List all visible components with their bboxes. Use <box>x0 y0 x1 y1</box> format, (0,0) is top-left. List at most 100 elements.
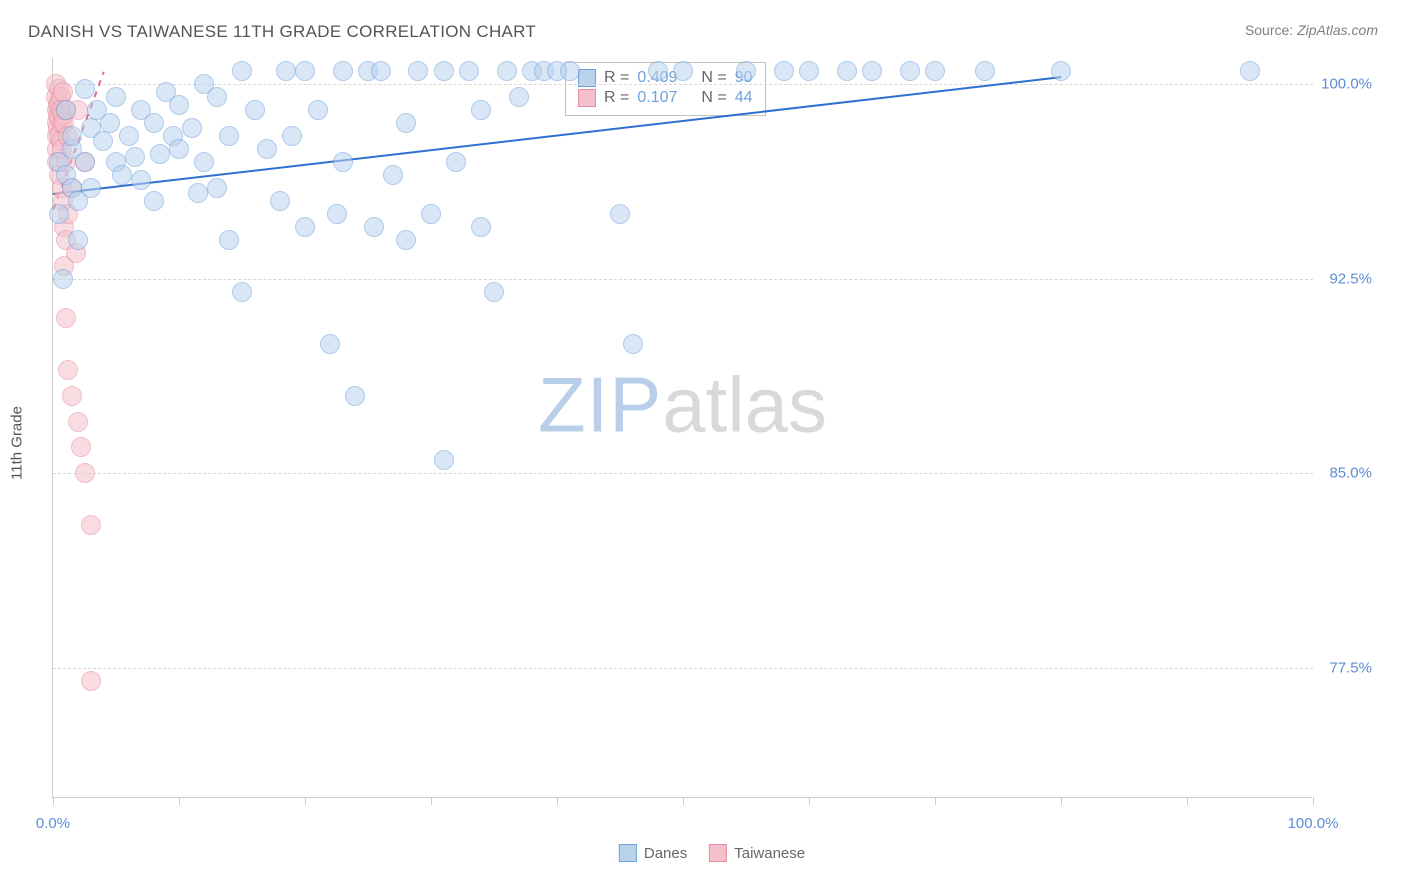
data-point <box>1051 61 1071 81</box>
data-point <box>219 126 239 146</box>
data-point <box>509 87 529 107</box>
data-point <box>81 515 101 535</box>
data-point <box>125 147 145 167</box>
data-point <box>648 61 668 81</box>
grid-line <box>53 84 1313 85</box>
data-point <box>270 191 290 211</box>
legend-item-danes: Danes <box>619 844 687 862</box>
x-tick <box>1187 797 1188 805</box>
data-point <box>345 386 365 406</box>
grid-line <box>53 473 1313 474</box>
data-point <box>434 450 454 470</box>
data-point <box>71 437 91 457</box>
data-point <box>75 79 95 99</box>
data-point <box>364 217 384 237</box>
x-tick <box>809 797 810 805</box>
y-tick-label: 92.5% <box>1329 270 1372 287</box>
data-point <box>232 282 252 302</box>
y-tick-label: 100.0% <box>1321 75 1372 92</box>
watermark-part2: atlas <box>662 361 827 449</box>
data-point <box>62 126 82 146</box>
data-point <box>75 463 95 483</box>
plot-area: ZIPatlas R = 0.409 N = 90 R = 0.107 N = … <box>52 58 1312 798</box>
data-point <box>396 113 416 133</box>
data-point <box>276 61 296 81</box>
data-point <box>799 61 819 81</box>
data-point <box>459 61 479 81</box>
x-tick <box>179 797 180 805</box>
data-point <box>736 61 756 81</box>
x-tick-label: 100.0% <box>1288 815 1339 832</box>
regression-line-danes <box>53 76 1061 195</box>
stats-n-label: N = <box>701 89 726 107</box>
data-point <box>169 139 189 159</box>
legend-label-danes: Danes <box>644 845 687 862</box>
data-point <box>308 100 328 120</box>
stats-r-label: R = <box>604 89 629 107</box>
data-point <box>169 95 189 115</box>
data-point <box>188 183 208 203</box>
data-point <box>93 131 113 151</box>
data-point <box>333 61 353 81</box>
legend-label-taiwanese: Taiwanese <box>734 845 805 862</box>
grid-line <box>53 279 1313 280</box>
data-point <box>100 113 120 133</box>
data-point <box>49 204 69 224</box>
data-point <box>408 61 428 81</box>
data-point <box>446 152 466 172</box>
x-tick <box>1061 797 1062 805</box>
data-point <box>68 230 88 250</box>
data-point <box>56 100 76 120</box>
data-point <box>53 82 73 102</box>
data-point <box>673 61 693 81</box>
data-point <box>623 334 643 354</box>
grid-line <box>53 668 1313 669</box>
source-label: Source: <box>1245 22 1293 38</box>
data-point <box>610 204 630 224</box>
x-tick <box>683 797 684 805</box>
x-tick <box>557 797 558 805</box>
stats-n-value-taiwanese: 44 <box>735 89 753 107</box>
data-point <box>1240 61 1260 81</box>
x-tick <box>305 797 306 805</box>
data-point <box>371 61 391 81</box>
data-point <box>333 152 353 172</box>
y-axis-label: 11th Grade <box>9 406 26 480</box>
watermark: ZIPatlas <box>538 360 827 451</box>
stats-swatch-taiwanese <box>578 89 596 107</box>
data-point <box>282 126 302 146</box>
data-point <box>194 152 214 172</box>
data-point <box>497 61 517 81</box>
data-point <box>257 139 277 159</box>
watermark-part1: ZIP <box>538 361 662 449</box>
chart-title: DANISH VS TAIWANESE 11TH GRADE CORRELATI… <box>28 22 536 42</box>
x-tick <box>1313 797 1314 805</box>
data-point <box>383 165 403 185</box>
data-point <box>144 191 164 211</box>
data-point <box>320 334 340 354</box>
legend-item-taiwanese: Taiwanese <box>709 844 805 862</box>
data-point <box>68 412 88 432</box>
data-point <box>144 113 164 133</box>
stats-r-value-taiwanese: 0.107 <box>637 89 677 107</box>
data-point <box>106 87 126 107</box>
data-point <box>975 61 995 81</box>
data-point <box>150 144 170 164</box>
data-point <box>471 217 491 237</box>
data-point <box>207 178 227 198</box>
data-point <box>471 100 491 120</box>
legend-swatch-danes <box>619 844 637 862</box>
x-tick <box>431 797 432 805</box>
data-point <box>182 118 202 138</box>
x-tick <box>935 797 936 805</box>
data-point <box>232 61 252 81</box>
stats-row-taiwanese: R = 0.107 N = 44 <box>578 89 753 107</box>
plot-container: 11th Grade ZIPatlas R = 0.409 N = 90 R =… <box>52 58 1372 828</box>
data-point <box>560 61 580 81</box>
data-point <box>207 87 227 107</box>
data-point <box>119 126 139 146</box>
data-point <box>81 671 101 691</box>
data-point <box>219 230 239 250</box>
data-point <box>434 61 454 81</box>
data-point <box>75 152 95 172</box>
